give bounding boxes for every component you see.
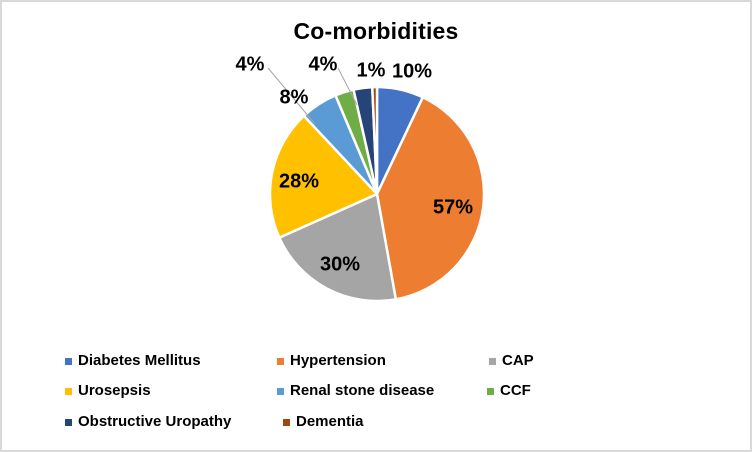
pie-slice-cap[interactable]: [278, 192, 398, 303]
legend-item-label: CAP: [502, 352, 534, 369]
legend-item-cap[interactable]: CAP: [489, 353, 534, 369]
legend-item-urosepsis[interactable]: Urosepsis: [65, 383, 151, 399]
legend-item-ccf[interactable]: CCF: [487, 383, 531, 399]
data-label: 28%: [278, 170, 320, 193]
legend-color-swatch: [487, 387, 494, 395]
legend-item-diabetes-mellitus[interactable]: Diabetes Mellitus: [65, 353, 201, 369]
pie-slice-urosepsis[interactable]: [268, 114, 379, 239]
data-label: 4%: [308, 53, 338, 76]
legend-color-swatch: [65, 357, 72, 365]
legend-item-label: Obstructive Uropathy: [78, 413, 232, 430]
legend-item-label: Hypertension: [290, 352, 386, 369]
legend-item-renal-stone-disease[interactable]: Renal stone disease: [277, 383, 434, 399]
legend-item-label: CCF: [500, 382, 531, 399]
legend-color-swatch: [277, 357, 284, 365]
label-leader-line: [267, 67, 316, 125]
data-label: 8%: [279, 86, 309, 109]
data-label: 57%: [432, 196, 474, 219]
data-label: 10%: [391, 60, 433, 83]
legend-item-label: Dementia: [296, 413, 364, 430]
legend-item-label: Renal stone disease: [290, 382, 435, 399]
legend-color-swatch: [277, 387, 284, 395]
data-label: 1%: [356, 59, 386, 82]
legend-item-label: Urosepsis: [78, 382, 151, 399]
data-label: 4%: [235, 53, 265, 76]
legend-item-label: Diabetes Mellitus: [78, 352, 201, 369]
data-label: 30%: [319, 253, 361, 276]
legend-item-obstructive-uropathy[interactable]: Obstructive Uropathy: [65, 414, 231, 430]
legend-color-swatch: [65, 418, 72, 426]
legend-color-swatch: [283, 418, 290, 426]
pie-slice-dementia[interactable]: [371, 85, 379, 196]
legend-item-hypertension[interactable]: Hypertension: [277, 353, 386, 369]
legend-color-swatch: [65, 387, 72, 395]
chart-title: Co-morbidities: [293, 18, 459, 44]
legend-item-dementia[interactable]: Dementia: [283, 414, 364, 430]
legend-color-swatch: [489, 357, 496, 365]
label-leader-line: [337, 67, 358, 106]
pie-slice-hypertension[interactable]: [375, 96, 486, 301]
